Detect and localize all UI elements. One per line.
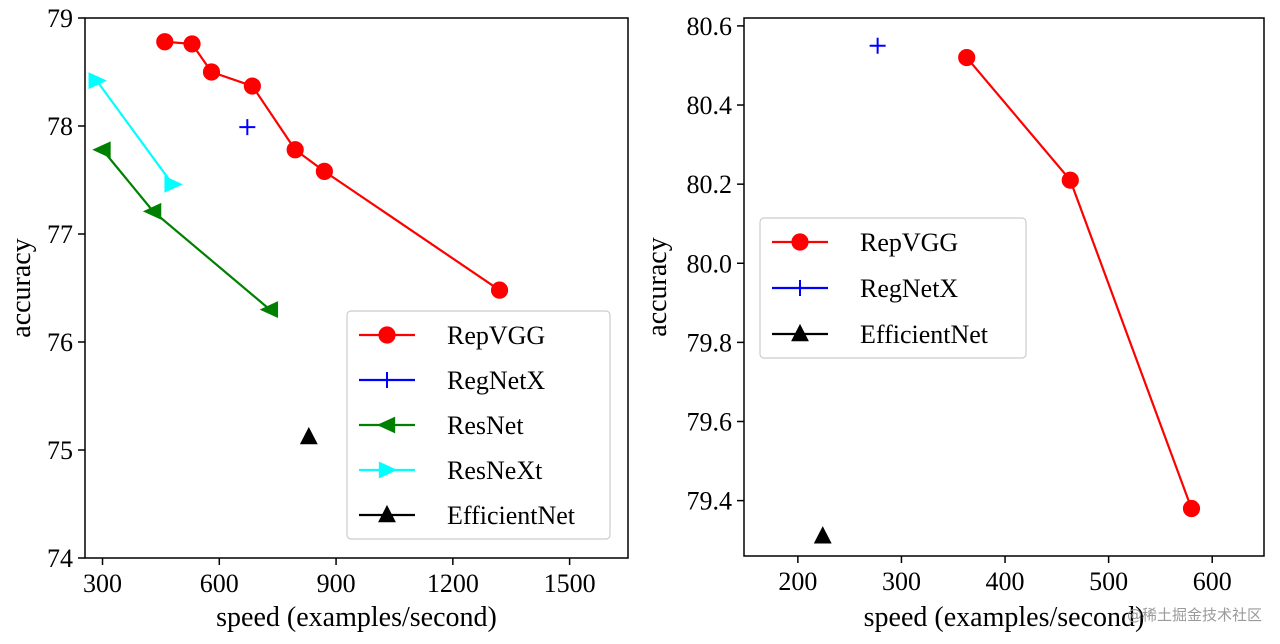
series-repvgg bbox=[156, 33, 509, 299]
data-point-repvgg bbox=[1061, 171, 1079, 189]
data-point-repvgg bbox=[315, 162, 333, 180]
legend-item-resnet: ResNet bbox=[359, 411, 524, 440]
legend-marker bbox=[378, 461, 398, 479]
y-tick-label: 79.4 bbox=[687, 487, 733, 516]
legend-item-efficientnet: EfficientNet bbox=[359, 501, 576, 530]
y-tick-label: 80.0 bbox=[687, 249, 733, 278]
series-resnet bbox=[92, 141, 279, 319]
series-efficientnet bbox=[813, 526, 832, 544]
y-tick-label: 74 bbox=[47, 544, 73, 573]
legend-label: RepVGG bbox=[447, 321, 545, 350]
y-tick-label: 78 bbox=[47, 112, 73, 141]
y-tick-label: 76 bbox=[47, 328, 73, 357]
legend-item-regnetx: RegNetX bbox=[772, 274, 958, 303]
legend-label: RepVGG bbox=[860, 228, 958, 257]
y-tick-label: 75 bbox=[47, 436, 73, 465]
legend-marker bbox=[791, 323, 809, 342]
legend-label: RegNetX bbox=[860, 274, 958, 303]
legend-marker bbox=[378, 326, 396, 344]
legend-label: ResNeXt bbox=[447, 456, 543, 485]
x-tick-label: 600 bbox=[1193, 567, 1232, 596]
data-point-repvgg bbox=[286, 141, 304, 159]
legend-box bbox=[759, 217, 1027, 359]
plot-area-frame bbox=[84, 17, 629, 559]
data-point-efficientnet bbox=[299, 426, 318, 445]
data-point-repvgg bbox=[243, 77, 261, 95]
y-tick-label: 79.8 bbox=[687, 328, 733, 357]
data-point-repvgg bbox=[202, 63, 221, 81]
y-tick-label: 80.4 bbox=[687, 91, 733, 120]
right-chart-panel: 200 300 400 500 600 79.4 79.6 79.8 80.0 80.2 80.4 8… bbox=[642, 12, 1265, 633]
data-point-resnext bbox=[164, 175, 183, 193]
series-line-resnext bbox=[95, 79, 174, 185]
y-axis-label: accuracy bbox=[642, 237, 673, 336]
y-axis-label: accuracy bbox=[6, 238, 37, 337]
x-tick-label: 300 bbox=[83, 569, 122, 598]
legend-label: ResNet bbox=[447, 411, 524, 440]
watermark-text: @稀土掘金技术社区 bbox=[1127, 606, 1262, 624]
data-point-regnetx bbox=[869, 37, 886, 54]
series-regnetx bbox=[239, 119, 256, 136]
legend-label: EfficientNet bbox=[447, 501, 576, 530]
data-point-repvgg bbox=[1182, 499, 1201, 518]
data-point-resnet bbox=[142, 202, 162, 220]
series-resnext bbox=[88, 72, 183, 193]
legend-marker bbox=[376, 416, 396, 434]
legend-marker bbox=[379, 372, 395, 388]
x-tick-label: 400 bbox=[986, 567, 1025, 596]
series-efficientnet bbox=[299, 426, 318, 445]
y-tick-label: 80.6 bbox=[687, 12, 733, 41]
x-tick-label: 600 bbox=[200, 569, 239, 598]
legend-marker bbox=[791, 233, 809, 251]
data-point-repvgg bbox=[183, 35, 201, 53]
data-point-regnetx bbox=[239, 119, 256, 136]
x-axis-label: speed (examples/second) bbox=[216, 602, 497, 633]
data-point-efficientnet bbox=[813, 526, 832, 544]
y-tick-label: 79.6 bbox=[687, 408, 733, 437]
x-tick-label: 1500 bbox=[544, 569, 596, 598]
plot-area-frame bbox=[743, 17, 1265, 557]
legend-item-regnetx: RegNetX bbox=[359, 366, 545, 395]
y-tick-label: 80.2 bbox=[687, 170, 733, 199]
series-line-resnet bbox=[101, 149, 271, 311]
x-axis-label: speed (examples/second) bbox=[864, 602, 1145, 633]
legend-box bbox=[346, 310, 611, 540]
data-point-repvgg bbox=[958, 48, 976, 67]
series-regnetx bbox=[869, 37, 886, 54]
y-tick-label: 79 bbox=[47, 4, 73, 33]
x-tick-label: 1200 bbox=[427, 569, 479, 598]
legend-marker bbox=[378, 504, 396, 523]
legend-label: EfficientNet bbox=[860, 320, 989, 349]
legend-marker bbox=[792, 280, 808, 296]
data-point-repvgg bbox=[490, 281, 509, 299]
x-tick-label: 900 bbox=[317, 569, 356, 598]
legend-item-repvgg: RepVGG bbox=[772, 228, 958, 257]
series-repvgg bbox=[958, 48, 1201, 518]
x-tick-label: 300 bbox=[882, 567, 921, 596]
x-tick-label: 200 bbox=[778, 567, 817, 596]
legend: RepVGG RegNetX ResNet ResNeXt EfficientNet bbox=[346, 310, 611, 540]
legend-item-resnext: ResNeXt bbox=[359, 456, 543, 485]
legend-item-repvgg: RepVGG bbox=[359, 321, 545, 350]
legend-label: RegNetX bbox=[447, 366, 545, 395]
legend: RepVGG RegNetX EfficientNet bbox=[759, 217, 1027, 359]
data-point-resnext bbox=[88, 72, 107, 90]
y-tick-label: 77 bbox=[47, 220, 73, 249]
x-tick-label: 500 bbox=[1089, 567, 1128, 596]
data-point-resnet bbox=[92, 141, 111, 159]
data-point-repvgg bbox=[156, 33, 174, 51]
data-point-resnet bbox=[259, 301, 279, 319]
legend-item-efficientnet: EfficientNet bbox=[772, 320, 989, 349]
left-chart-panel: 300 600 900 1200 1500 74 75 76 77 78 79 speed (exam… bbox=[6, 4, 629, 633]
